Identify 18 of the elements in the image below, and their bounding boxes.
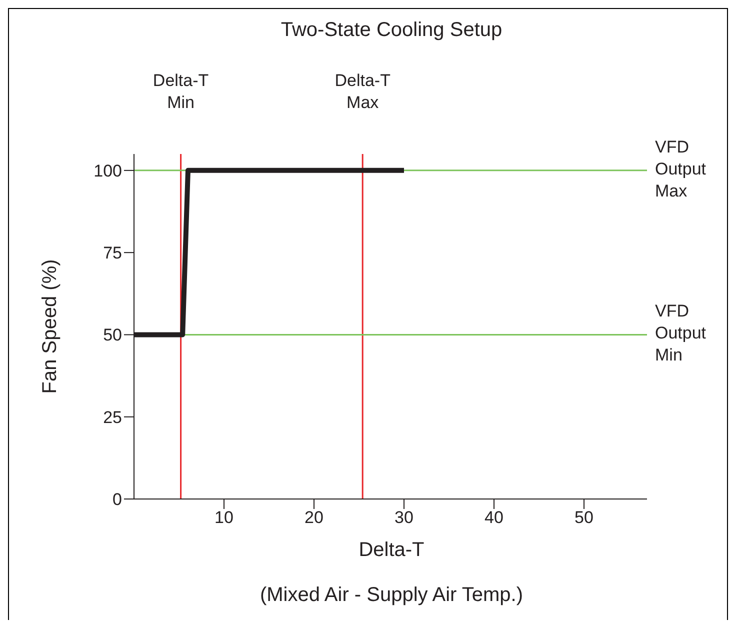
x-tick-label: 40	[484, 508, 504, 528]
y-tick-label: 75	[103, 244, 122, 263]
y-tick-label: 25	[103, 408, 122, 427]
x-tick-label: 30	[394, 508, 414, 528]
text: (Mixed Air - Supply Air Temp.)	[258, 584, 524, 607]
y-tick-label: 50	[103, 326, 122, 345]
ref-line-label: VFD Output Max	[655, 137, 706, 200]
y-tick-label: 100	[94, 161, 122, 180]
y-axis-title: Fan Speed (%)	[39, 259, 62, 394]
x-tick-label: 20	[304, 508, 324, 528]
y-tick-label: 0	[112, 490, 122, 510]
ref-line-label: VFD Output Min	[655, 302, 706, 365]
x-tick-label: 10	[214, 508, 234, 528]
ref-line-label: Delta-T Min	[152, 71, 209, 112]
chart-title: Two-State Cooling Setup	[280, 19, 504, 42]
x-axis-title: Delta-T	[358, 539, 426, 562]
ref-line-label: Delta-T Max	[334, 71, 390, 112]
x-tick-label: 50	[574, 508, 594, 528]
